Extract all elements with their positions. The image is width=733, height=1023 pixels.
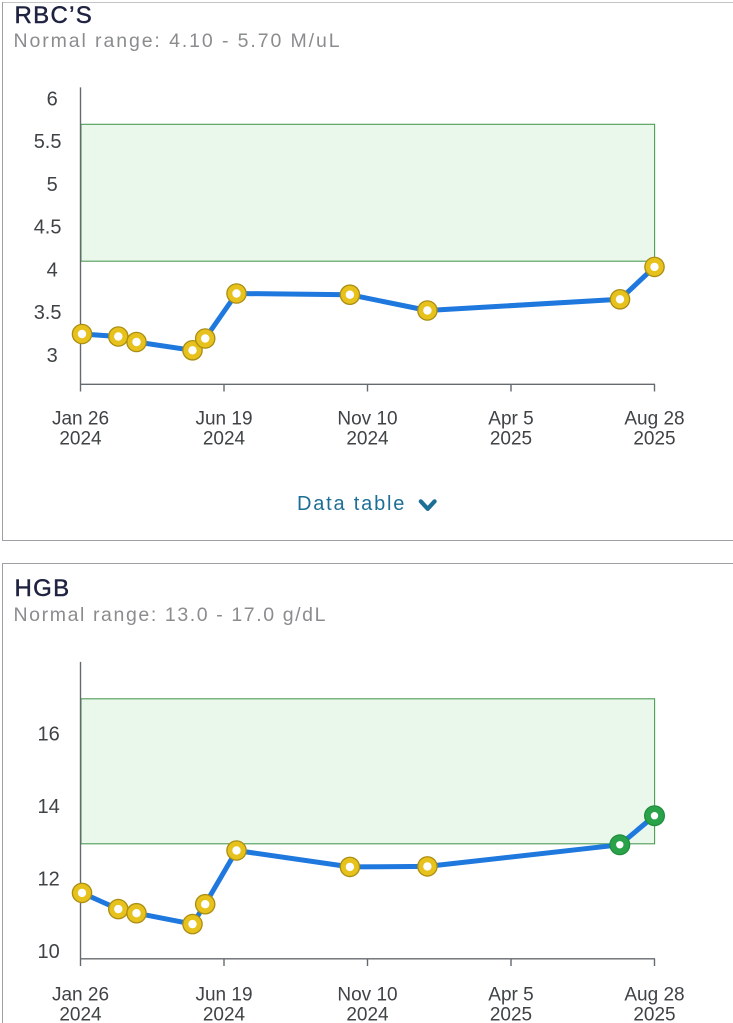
svg-text:4: 4 <box>47 259 58 281</box>
svg-text:3.5: 3.5 <box>34 302 62 324</box>
svg-text:2025: 2025 <box>633 1004 675 1023</box>
svg-text:2024: 2024 <box>346 1004 389 1023</box>
svg-text:Aug 28: Aug 28 <box>624 409 684 430</box>
svg-text:Nov 10: Nov 10 <box>337 984 397 1005</box>
svg-text:2024: 2024 <box>59 428 102 449</box>
svg-text:6: 6 <box>47 88 58 110</box>
svg-text:14: 14 <box>38 796 60 818</box>
svg-text:Jun 19: Jun 19 <box>195 409 252 430</box>
svg-text:2025: 2025 <box>490 428 532 449</box>
svg-text:Nov 10: Nov 10 <box>337 409 397 430</box>
svg-text:Apr 5: Apr 5 <box>488 984 533 1005</box>
svg-text:2025: 2025 <box>490 1004 532 1023</box>
svg-text:Jun 19: Jun 19 <box>195 984 252 1005</box>
svg-text:3: 3 <box>47 345 58 367</box>
svg-text:2024: 2024 <box>203 428 246 449</box>
svg-text:Jan 26: Jan 26 <box>52 984 109 1005</box>
svg-text:Apr 5: Apr 5 <box>488 409 533 430</box>
svg-text:12: 12 <box>38 869 60 891</box>
svg-text:16: 16 <box>38 724 60 746</box>
svg-text:10: 10 <box>38 941 60 963</box>
svg-text:Aug 28: Aug 28 <box>624 984 684 1005</box>
svg-text:2024: 2024 <box>203 1004 246 1023</box>
svg-text:5: 5 <box>47 174 58 196</box>
svg-text:2024: 2024 <box>346 428 389 449</box>
svg-text:4.5: 4.5 <box>34 217 62 239</box>
svg-text:2025: 2025 <box>633 428 675 449</box>
svg-text:Jan 26: Jan 26 <box>52 409 109 430</box>
svg-text:5.5: 5.5 <box>34 131 62 153</box>
svg-text:2024: 2024 <box>59 1004 102 1023</box>
